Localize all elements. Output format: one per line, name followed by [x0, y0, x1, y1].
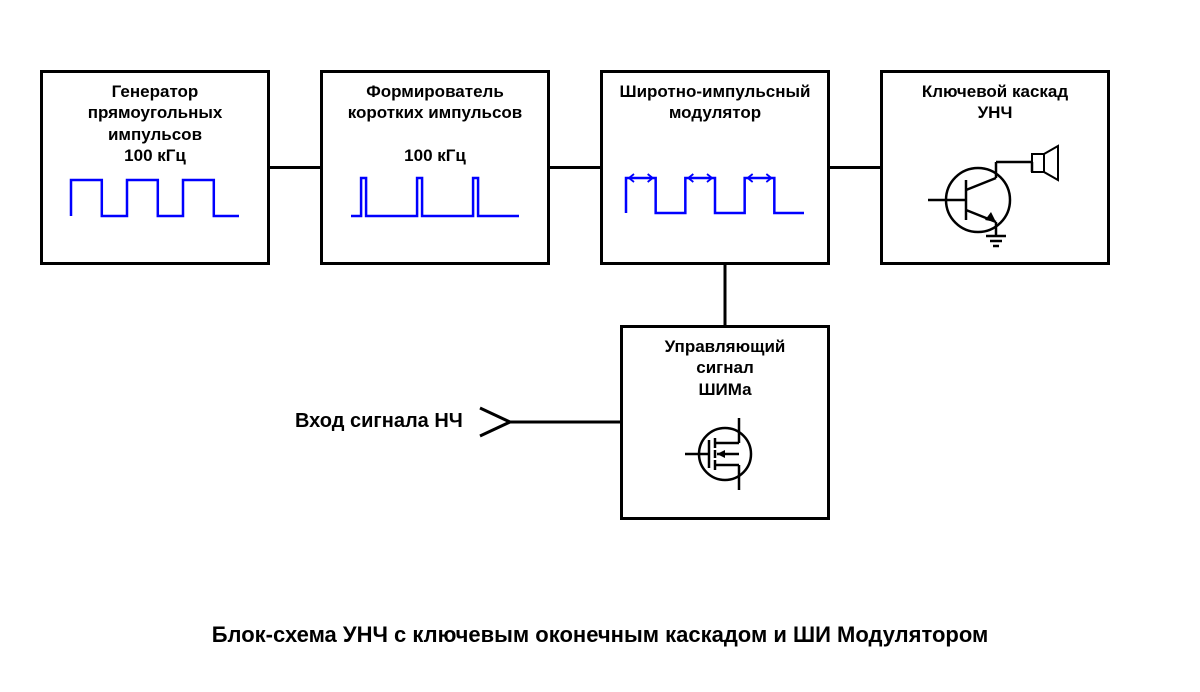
waveform-narrow-pulse-icon: [345, 172, 525, 222]
waveform-pwm-icon: [620, 164, 810, 219]
block-control-title: Управляющий сигнал ШИМа: [623, 328, 827, 400]
block-generator-title: Генератор прямоугольных импульсов 100 кГ…: [43, 73, 267, 166]
transistor-speaker-icon: [910, 134, 1080, 249]
block-control: Управляющий сигнал ШИМа: [620, 325, 830, 520]
mosfet-icon: [665, 406, 785, 496]
block-output-title: Ключевой каскад УНЧ: [883, 73, 1107, 124]
diagram-canvas: Генератор прямоугольных импульсов 100 кГ…: [0, 0, 1200, 692]
block-generator: Генератор прямоугольных импульсов 100 кГ…: [40, 70, 270, 265]
diagram-caption: Блок-схема УНЧ с ключевым оконечным каск…: [0, 622, 1200, 648]
block-former-title: Формирователь коротких импульсов 100 кГц: [323, 73, 547, 166]
waveform-square-icon: [65, 172, 245, 222]
block-modulator: Широтно-импульсный модулятор: [600, 70, 830, 265]
block-modulator-title: Широтно-импульсный модулятор: [603, 73, 827, 124]
input-signal-label: Вход сигнала НЧ: [295, 410, 463, 433]
block-former: Формирователь коротких импульсов 100 кГц: [320, 70, 550, 265]
block-output: Ключевой каскад УНЧ: [880, 70, 1110, 265]
